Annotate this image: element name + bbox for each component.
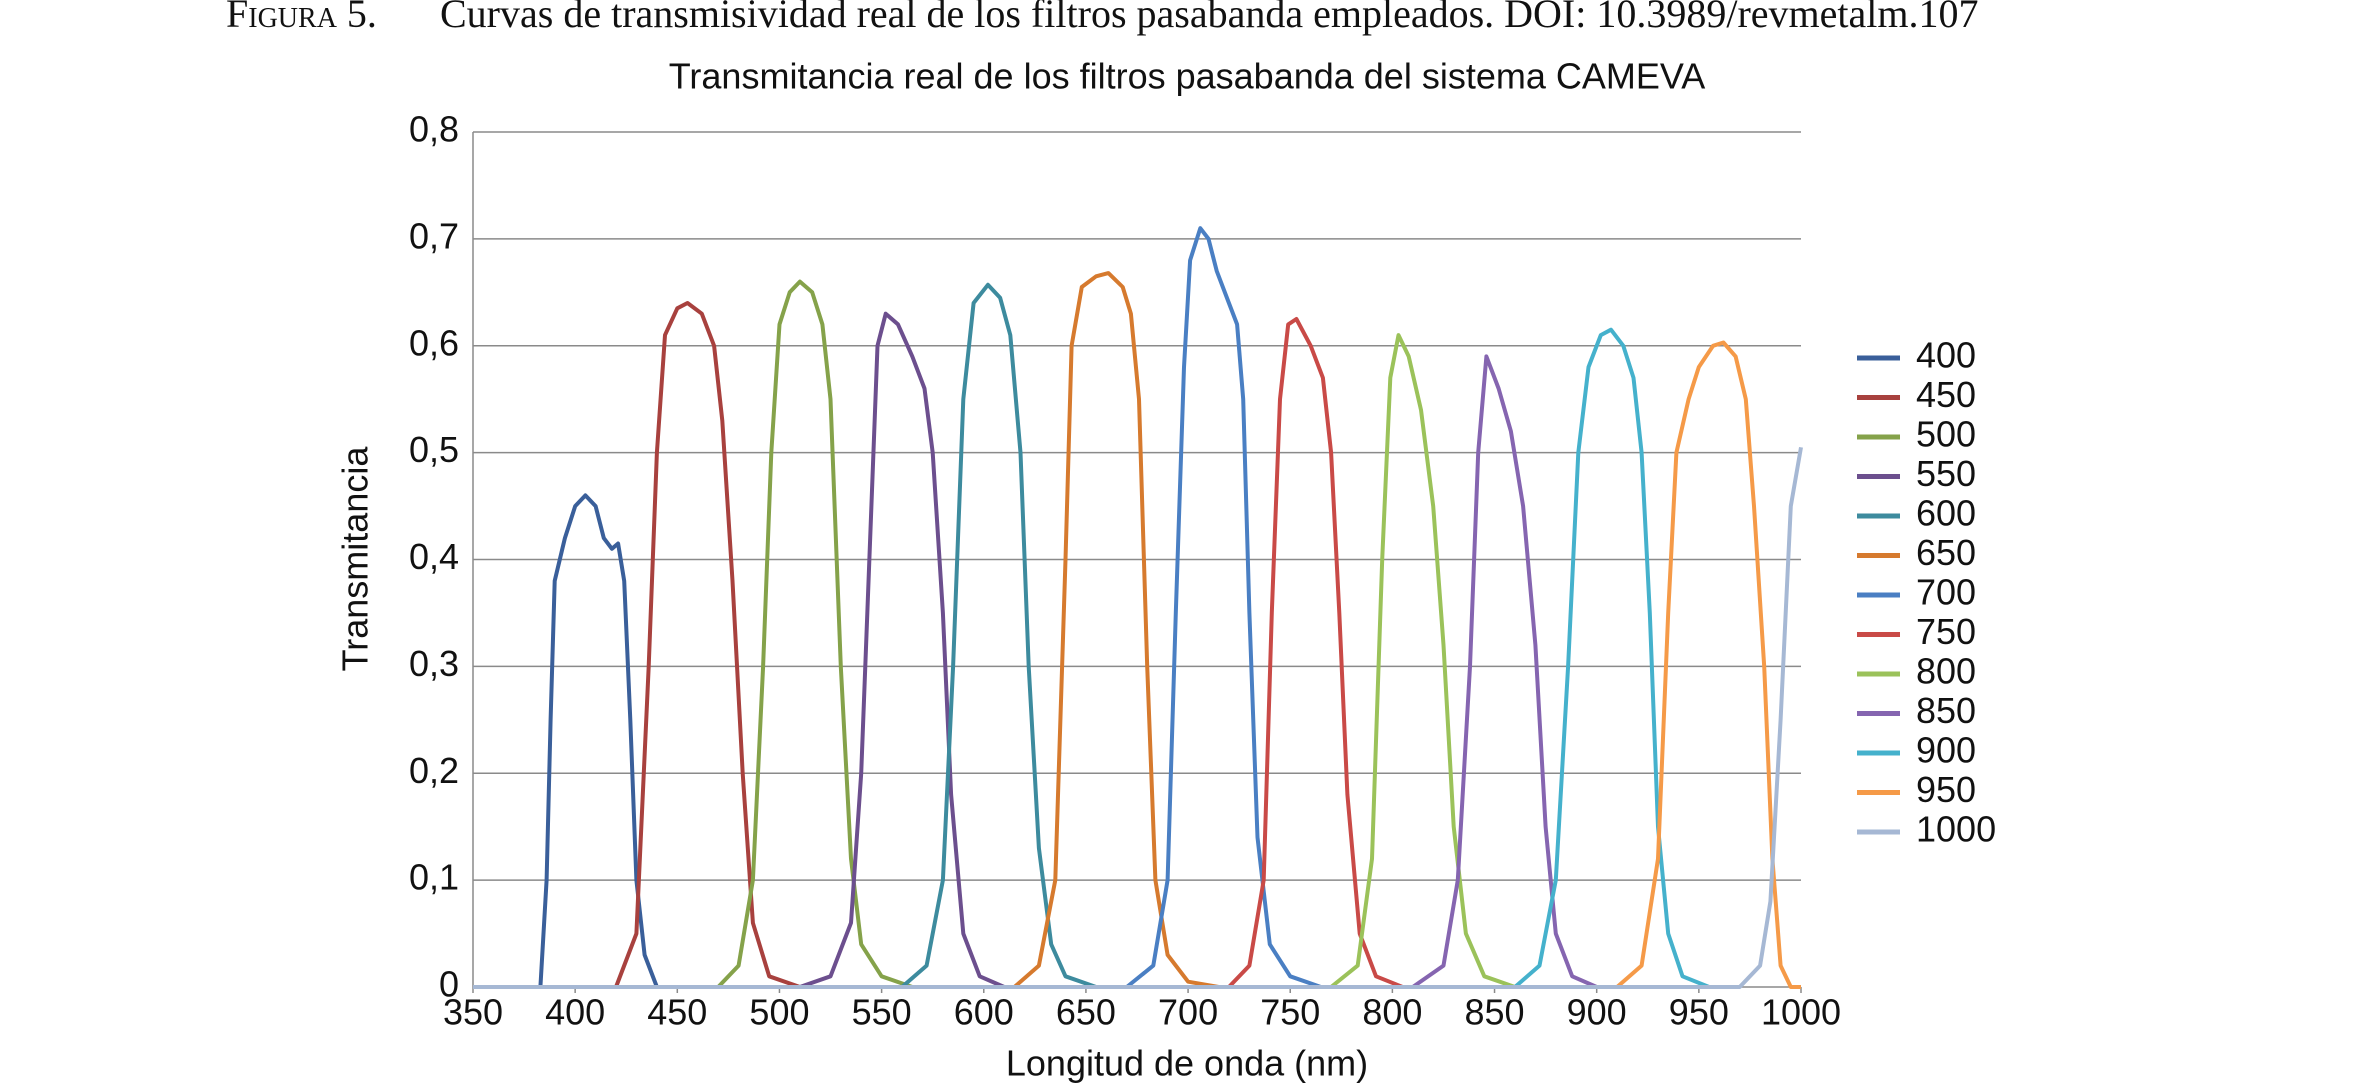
- x-tick-label: 600: [954, 992, 1014, 1033]
- y-tick-label: 0,1: [409, 857, 459, 898]
- y-tick-label: 0,2: [409, 750, 459, 791]
- legend-label: 900: [1916, 730, 1976, 771]
- legend-label: 400: [1916, 335, 1976, 376]
- series-line: [473, 493, 659, 989]
- legend-label: 850: [1916, 690, 1976, 731]
- y-tick-label: 0,8: [409, 109, 459, 150]
- series-line: [473, 446, 1803, 989]
- series-line: [473, 301, 801, 989]
- x-tick-label: 550: [852, 992, 912, 1033]
- x-tick-label: 1000: [1761, 992, 1841, 1033]
- x-tick-label: 400: [545, 992, 605, 1033]
- x-tick-label: 700: [1158, 992, 1218, 1033]
- legend-label: 750: [1916, 611, 1976, 652]
- y-tick-label: 0,3: [409, 643, 459, 684]
- series-line: [1125, 226, 1322, 989]
- y-tick-label: 0,5: [409, 429, 459, 470]
- legend-label: 550: [1916, 453, 1976, 494]
- x-tick-label: 800: [1362, 992, 1422, 1033]
- x-tick-label: 350: [443, 992, 503, 1033]
- legend-label: 950: [1916, 769, 1976, 810]
- y-tick-label: 0: [439, 964, 459, 1005]
- series-line: [1513, 327, 1710, 989]
- legend-label: 450: [1916, 374, 1976, 415]
- x-tick-label: 950: [1669, 992, 1729, 1033]
- caption-text: Curvas de transmisividad real de los fil…: [440, 0, 1979, 36]
- legend-label: 700: [1916, 572, 1976, 613]
- series-line: [900, 282, 1097, 989]
- legend-label: 500: [1916, 414, 1976, 455]
- x-tick-label: 450: [647, 992, 707, 1033]
- legend-label: 1000: [1916, 809, 1996, 850]
- series-line: [1227, 317, 1404, 989]
- series-line: [1411, 354, 1598, 989]
- x-tick-label: 500: [749, 992, 809, 1033]
- series-line: [799, 311, 1006, 989]
- chart-title: Transmitancia real de los filtros pasaba…: [669, 56, 1705, 97]
- y-tick-label: 0,4: [409, 536, 459, 577]
- legend-label: 650: [1916, 532, 1976, 573]
- x-axis-label: Longitud de onda (nm): [1006, 1043, 1368, 1084]
- legend-label: 800: [1916, 651, 1976, 692]
- x-tick-label: 900: [1567, 992, 1627, 1033]
- x-tick-label: 750: [1260, 992, 1320, 1033]
- series-line: [1615, 340, 1801, 989]
- y-tick-label: 0,6: [409, 322, 459, 363]
- x-tick-label: 650: [1056, 992, 1116, 1033]
- y-axis-label: Transmitancia: [335, 446, 376, 672]
- y-tick-label: 0,7: [409, 215, 459, 256]
- x-tick-label: 850: [1464, 992, 1524, 1033]
- series-line: [716, 279, 913, 989]
- legend-label: 600: [1916, 493, 1976, 534]
- series-line: [1329, 333, 1516, 989]
- caption-label: Figura 5.: [226, 0, 377, 36]
